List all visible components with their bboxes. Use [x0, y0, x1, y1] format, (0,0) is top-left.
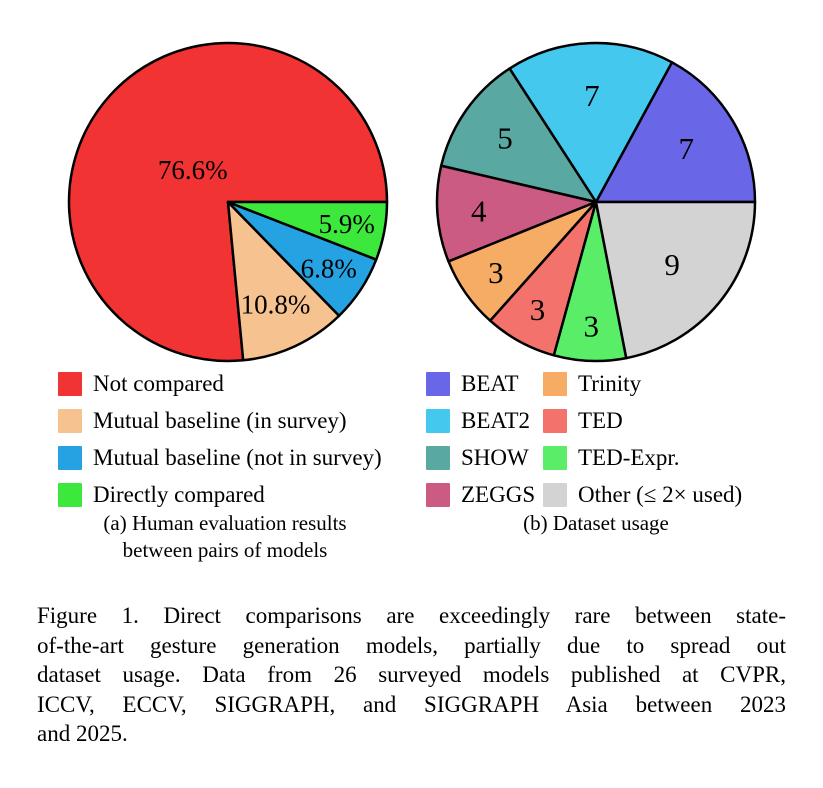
subcaption-a: (a) Human evaluation results between pai… — [60, 510, 390, 564]
legend-label: Other (≤ 2× used) — [578, 482, 743, 507]
legend-label: BEAT — [461, 371, 519, 396]
legend-swatch — [543, 409, 567, 433]
slice-value-label: 9 — [664, 247, 680, 282]
slice-value-label: 7 — [678, 131, 694, 166]
legend-item-ted: TED — [543, 409, 742, 433]
pie-slice-other-2-used — [594, 200, 757, 360]
figure-caption: Figure 1. Direct comparisons are exceedi… — [37, 601, 786, 749]
legend-item-show: SHOW — [426, 446, 535, 470]
legend-swatch — [543, 372, 567, 396]
legend-swatch — [543, 483, 567, 507]
legend-swatch — [426, 483, 450, 507]
caption-line-4: ICCV, ECCV, SIGGRAPH, and SIGGRAPH Asia … — [37, 691, 786, 717]
legend-swatch — [426, 372, 450, 396]
slice-value-label: 3 — [530, 292, 546, 327]
legend-item-other-2-used: Other (≤ 2× used) — [543, 483, 742, 507]
legend-item-directly-compared: Directly compared — [58, 483, 382, 507]
subcaption-b: (b) Dataset usage — [436, 510, 756, 537]
legend-item-mutual-baseline-in-survey: Mutual baseline (in survey) — [58, 409, 382, 433]
legend-label: TED-Expr. — [578, 445, 680, 470]
legend-item-zeggs: ZEGGS — [426, 483, 535, 507]
legend-label: SHOW — [461, 445, 529, 470]
legend-item-beat: BEAT — [426, 372, 535, 396]
legend-label: ZEGGS — [461, 482, 536, 507]
legend-item-mutual-baseline-not-in-survey: Mutual baseline (not in survey) — [58, 446, 382, 470]
legend-swatch — [426, 446, 450, 470]
legend-swatch — [58, 483, 82, 507]
legend-label: BEAT2 — [461, 408, 530, 433]
pie-slice-beat — [594, 61, 757, 204]
slice-value-label: 10.8% — [241, 289, 311, 319]
pie-slice-mutual-baseline-in-survey — [226, 200, 341, 362]
legend-label: Trinity — [578, 371, 642, 396]
pie-slice-show — [439, 67, 598, 204]
legend-item-not-compared: Not compared — [58, 372, 382, 396]
legend-human-eval: Not compared Mutual baseline (in survey) M… — [58, 372, 382, 520]
legend-datasets-column-2: Trinity TED TED-Expr. Other (≤ 2× used) — [543, 372, 742, 520]
pie-chart-human-eval-results: 76.6% 10.8% 6.8% 5.9% — [67, 41, 389, 363]
slice-value-label: 76.6% — [158, 155, 228, 185]
legend-swatch — [58, 409, 82, 433]
legend-label: Not compared — [93, 371, 224, 396]
legend-label: TED — [578, 408, 623, 433]
legend-item-ted-expr: TED-Expr. — [543, 446, 742, 470]
pie-slice-zeggs — [435, 164, 598, 263]
slice-value-label: 3 — [583, 308, 599, 343]
legend-item-beat2: BEAT2 — [426, 409, 535, 433]
subcaption-a-line-1: (a) Human evaluation results — [103, 511, 347, 535]
legend-label: Mutual baseline (not in survey) — [93, 445, 382, 470]
caption-line-3: dataset usage. Data from 26 surveyed mod… — [37, 662, 786, 687]
pie-slice-beat2 — [508, 41, 674, 204]
legend-swatch — [543, 446, 567, 470]
subcaption-a-line-2: between pairs of models — [122, 538, 328, 562]
caption-line-1: Figure 1. Direct comparisons are exceedi… — [37, 603, 786, 628]
legend-swatch — [58, 372, 82, 396]
caption-line-5: and 2025. — [37, 721, 128, 746]
slice-value-label: 5.9% — [319, 209, 375, 239]
legend-item-trinity: Trinity — [543, 372, 742, 396]
slice-value-label: 3 — [488, 255, 504, 290]
subcaption-b-line-1: (b) Dataset usage — [523, 511, 669, 535]
slice-value-label: 5 — [497, 121, 513, 156]
pie-slice-directly-compared — [226, 200, 389, 261]
slice-value-label: 6.8% — [301, 254, 357, 284]
legend-datasets-column-1: BEAT BEAT2 SHOW ZEGGS — [426, 372, 535, 520]
legend-label: Directly compared — [93, 482, 265, 507]
slice-value-label: 4 — [471, 194, 487, 229]
caption-line-2: of-the-art gesture generation models, pa… — [37, 632, 786, 658]
legend-swatch — [426, 409, 450, 433]
slice-value-label: 7 — [584, 78, 600, 113]
legend-swatch — [58, 446, 82, 470]
legend-label: Mutual baseline (in survey) — [93, 408, 347, 433]
